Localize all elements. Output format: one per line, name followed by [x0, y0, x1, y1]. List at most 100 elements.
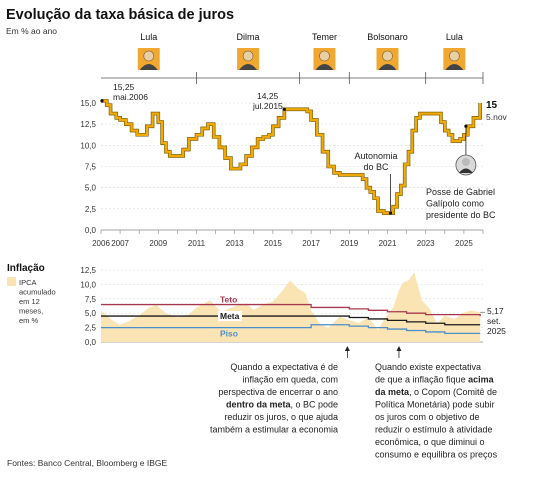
note-line: Quando existe expectativa — [375, 362, 481, 372]
note-segment: de que a inflação fique — [375, 375, 468, 385]
note-line: os juros com o objetivo de — [375, 412, 480, 422]
legend-text: em 12 — [19, 297, 40, 306]
selic-line — [101, 99, 482, 215]
end-value-label: 5,17 — [487, 306, 504, 316]
portrait-shoulders — [315, 64, 334, 70]
note-segment: perspectiva de encerrar o ano — [218, 387, 338, 397]
source-note: Fontes: Banco Central, Bloomberg e IBGE — [7, 458, 167, 468]
note-segment: reduzir os juros, o que ajuda — [224, 412, 338, 422]
teto-label: Teto — [220, 295, 237, 305]
selic-series — [101, 99, 482, 215]
teto-line — [101, 303, 481, 317]
legend-text: meses, — [19, 307, 43, 316]
portrait-head — [319, 50, 330, 62]
y-tick-label: 2,5 — [85, 324, 97, 333]
president-portrait-icon — [137, 48, 160, 70]
meta-label: Meta — [220, 311, 240, 321]
y-tick-label: 0,0 — [85, 226, 97, 235]
inflation-title: Inflação — [7, 263, 45, 274]
annotation-text: Posse de Gabriel — [426, 187, 495, 197]
y-tick-label: 7,5 — [85, 163, 97, 172]
chart-subtitle: Em % ao ano — [6, 26, 57, 36]
end-year-label: 2025 — [487, 326, 506, 336]
note-segment: consumo e equilibra os preços — [375, 450, 498, 460]
y-tick-label: 2,5 — [85, 205, 97, 214]
annotation-value: 14,25 — [257, 91, 279, 101]
annotation-dot — [100, 99, 104, 103]
annotation-value: 15,25 — [113, 82, 135, 92]
president-name: Lula — [446, 32, 463, 42]
president-portrait-icon — [313, 48, 336, 70]
explanatory-notes: Quando a expectativa é de inflação em que… — [210, 362, 498, 460]
x-tick-label: 2019 — [340, 239, 358, 248]
x-tick-label: 2006 — [92, 239, 110, 248]
note-line: econômica, o que diminui o — [375, 437, 485, 447]
portrait-head — [143, 50, 155, 62]
portrait-head — [461, 158, 470, 166]
legend-text: acumulado — [19, 288, 56, 297]
y-tick-label: 5,0 — [85, 309, 97, 318]
note-line: de que a inflação fique acima — [375, 375, 495, 385]
note-segment: Política Monetária) pode subir — [375, 400, 495, 410]
y-tick-label: 12,5 — [80, 120, 96, 129]
annotation-date: jul.2015 — [252, 101, 283, 111]
y-tick-label: 7,5 — [85, 295, 97, 304]
ipca-area — [101, 272, 481, 342]
y-tick-label: 12,5 — [80, 266, 96, 275]
y-tick-label: 10,0 — [80, 141, 96, 150]
note-arrowhead — [344, 346, 350, 351]
x-tick-label: 2023 — [417, 239, 435, 248]
president-timeline: Lula Dilma Temer Bolsonaro Lula — [101, 32, 484, 84]
y-tick-label: 15,0 — [80, 99, 96, 108]
portrait-shoulders — [139, 64, 158, 70]
note-line: da meta, o Copom (Comitê de — [375, 387, 497, 397]
legend-text: em % — [19, 316, 39, 325]
meta-label-bg — [218, 311, 242, 322]
note-line: Quando a expectativa é de — [230, 362, 338, 372]
piso-label: Piso — [220, 329, 238, 339]
president-portrait-icon — [237, 48, 260, 70]
note-segment: acima — [468, 375, 495, 385]
y-tick-label: 5,0 — [85, 184, 97, 193]
end-value-label: 15 — [486, 100, 498, 111]
note-line: Política Monetária) pode subir — [375, 400, 495, 410]
x-tick-label: 2013 — [226, 239, 244, 248]
annotation-dot — [464, 124, 468, 128]
x-tick-label: 2015 — [264, 239, 282, 248]
annotation-text: presidente do BC — [426, 210, 496, 220]
x-tick-label: 2009 — [149, 239, 167, 248]
end-date-label: set. — [487, 316, 501, 326]
note-segment: os juros com o objetivo de — [375, 412, 480, 422]
end-date-label: 5.nov — [486, 112, 508, 122]
note-segment: econômica, o que diminui o — [375, 437, 485, 447]
note-line: reduzir o estímulo à atividade — [375, 425, 493, 435]
note-line: reduzir os juros, o que ajuda — [224, 412, 338, 422]
note-segment: Quando existe expectativa — [375, 362, 481, 372]
note-line: inflação em queda, com — [242, 375, 338, 385]
note-line: também a estimular a economia — [210, 425, 338, 435]
legend-text: IPCA — [19, 278, 37, 287]
x-tick-label: 2007 — [111, 239, 129, 248]
y-tick-label: 10,0 — [80, 280, 96, 289]
note-line: dentro da meta, o BC pode — [226, 400, 338, 410]
president-name: Lula — [140, 32, 157, 42]
annotation-date: mai.2006 — [113, 92, 148, 102]
note-segment: dentro da meta — [226, 400, 292, 410]
annotation-text: Autonomia — [354, 151, 397, 161]
note-segment: também a estimular a economia — [210, 425, 338, 435]
annotation-dot — [388, 211, 393, 215]
president-name: Bolsonaro — [367, 32, 408, 42]
president-portrait-icon — [376, 48, 399, 70]
note-line: consumo e equilibra os preços — [375, 450, 498, 460]
chart-title: Evolução da taxa básica de juros — [6, 7, 234, 23]
galipolo-portrait-icon — [455, 154, 477, 176]
note-segment: Quando a expectativa é de — [230, 362, 338, 372]
note-segment: reduzir o estímulo à atividade — [375, 425, 493, 435]
portrait-shoulders — [239, 64, 258, 70]
portrait-shoulders — [458, 168, 473, 173]
note-segment: da meta — [375, 387, 410, 397]
